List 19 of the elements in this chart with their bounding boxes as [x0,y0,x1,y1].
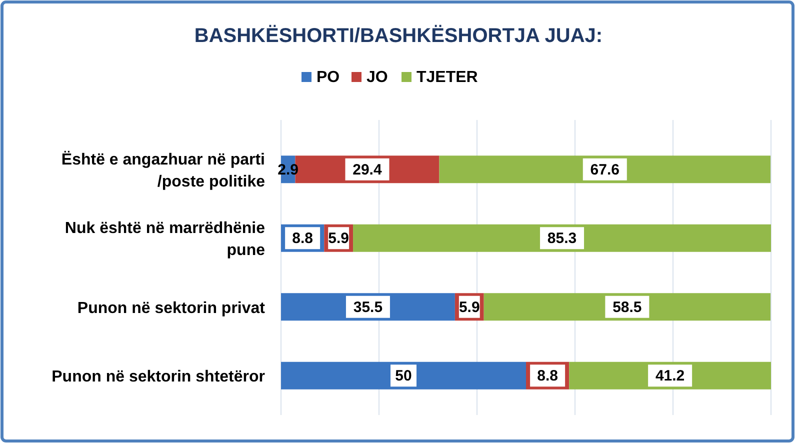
chart-title: BASHKËSHORTI/BASHKËSHORTJA JUAJ: [194,24,603,47]
legend-label: JO [366,69,388,86]
data-label: 5.9 [328,230,350,248]
data-label: 50 [395,368,412,385]
y-tick-label: Punon në sektorin privat [77,300,266,317]
data-label: 8.8 [292,230,313,248]
data-label: 29.4 [352,161,382,178]
y-tick-label: Punon në sektorin shtetëror [52,368,265,386]
y-tick-label: Nuk është në marrëdhënie pune [64,220,266,260]
legend-label: PO [316,69,340,86]
legend-label: TJETER [416,69,478,86]
y-tick-label: Është e angazhuar në parti /poste politike [61,150,266,190]
data-label: 5.9 [458,298,480,316]
data-label: 41.2 [655,368,685,385]
data-label: 8.8 [537,368,558,385]
data-label: 67.6 [590,161,620,178]
data-label: 35.5 [353,298,383,316]
data-label: 85.3 [547,230,577,248]
data-label: 58.5 [612,298,642,316]
